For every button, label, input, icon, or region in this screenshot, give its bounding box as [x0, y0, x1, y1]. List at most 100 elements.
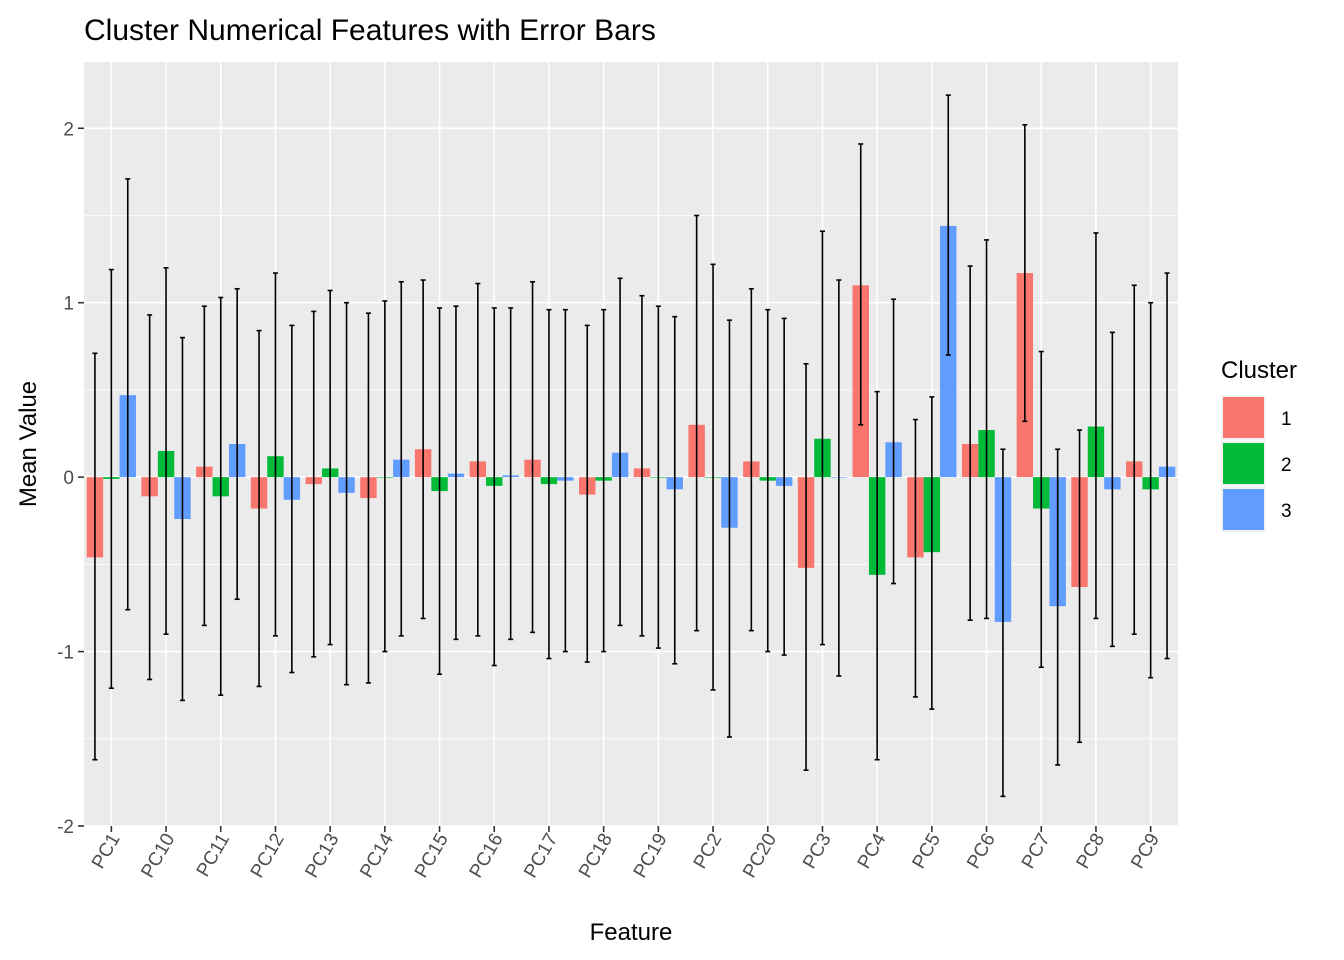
x-tick-label: PC9	[1127, 830, 1164, 873]
errorbar-PC15-cluster-2	[437, 307, 443, 676]
x-tick-label: PC1	[88, 830, 125, 873]
errorbar-PC4-cluster-1	[858, 143, 864, 426]
legend-item-3: 3	[1221, 487, 1292, 532]
errorbar-PC17-cluster-2	[546, 308, 552, 660]
x-tick-label: PC20	[739, 830, 781, 882]
errorbar-PC10-cluster-3	[179, 336, 185, 702]
y-axis-title: Mean Value	[15, 381, 42, 507]
errorbar-PC9-cluster-2	[1148, 301, 1154, 679]
legend-label: 1	[1281, 409, 1292, 430]
y-tick-label: 1	[63, 294, 74, 315]
errorbar-PC13-cluster-1	[311, 310, 317, 658]
legend-swatch	[1223, 443, 1264, 484]
errorbar-PC14-cluster-2	[382, 300, 388, 653]
x-tick-label: PC13	[302, 830, 344, 882]
errorbar-PC14-cluster-3	[398, 280, 404, 637]
y-axis: -2 -1 0 1 2	[57, 119, 84, 838]
legend-swatch	[1223, 489, 1264, 530]
x-axis-title: Feature	[590, 919, 673, 946]
errorbar-PC7-cluster-2	[1038, 350, 1044, 669]
errorbar-PC20-cluster-3	[781, 317, 787, 656]
errorbar-PC2-cluster-3	[726, 319, 732, 738]
legend-item-1: 1	[1221, 395, 1292, 440]
errorbar-PC11-cluster-1	[201, 305, 207, 627]
errorbar-PC1-cluster-1	[92, 352, 98, 761]
x-tick-label: PC12	[247, 830, 289, 882]
x-tick-label: PC17	[520, 830, 562, 882]
legend-title: Cluster	[1221, 357, 1297, 384]
errorbars-layer	[92, 94, 1170, 798]
x-tick-label: PC15	[411, 830, 453, 882]
errorbar-PC2-cluster-1	[694, 214, 700, 632]
errorbar-PC13-cluster-3	[344, 301, 350, 686]
errorbar-PC12-cluster-2	[272, 272, 278, 637]
errorbar-PC19-cluster-3	[672, 315, 678, 665]
x-tick-label: PC2	[690, 830, 727, 873]
plot-panel	[84, 62, 1178, 826]
errorbar-PC7-cluster-1	[1022, 123, 1028, 423]
errorbar-PC19-cluster-1	[639, 294, 645, 637]
legend: Cluster 1 2 3	[1221, 357, 1297, 532]
errorbar-PC10-cluster-2	[163, 267, 169, 635]
x-tick-label: PC4	[854, 830, 891, 873]
y-tick-label: -2	[57, 817, 74, 838]
errorbar-PC18-cluster-3	[617, 277, 623, 627]
x-axis: PC1 PC10 PC11 PC12 PC13 PC14 PC15 PC16 PC17 PC18 P…	[88, 826, 1164, 882]
x-tick-label: PC14	[356, 830, 398, 882]
errorbar-PC15-cluster-1	[420, 279, 426, 620]
errorbar-PC11-cluster-2	[218, 296, 224, 696]
errorbar-PC8-cluster-1	[1077, 429, 1083, 744]
x-tick-label: PC7	[1018, 830, 1055, 873]
errorbar-PC8-cluster-3	[1109, 331, 1115, 648]
legend-item-2: 2	[1221, 441, 1292, 486]
errorbar-PC10-cluster-1	[147, 314, 153, 681]
errorbar-PC3-cluster-2	[819, 230, 825, 646]
x-tick-label: PC16	[466, 830, 508, 882]
errorbar-PC18-cluster-2	[601, 308, 607, 653]
x-tick-label: PC8	[1073, 830, 1110, 873]
x-tick-label: PC10	[137, 830, 179, 882]
errorbar-PC20-cluster-1	[748, 287, 754, 632]
legend-label: 2	[1281, 455, 1292, 476]
errorbar-PC17-cluster-3	[562, 308, 568, 653]
errorbar-PC12-cluster-1	[256, 329, 262, 688]
errorbar-PC5-cluster-2	[929, 396, 935, 710]
y-tick-label: 0	[63, 468, 74, 489]
errorbar-PC7-cluster-3	[1055, 448, 1061, 766]
errorbar-PC2-cluster-2	[710, 263, 716, 691]
errorbar-PC20-cluster-2	[765, 308, 771, 653]
y-tick-label: 2	[63, 119, 74, 140]
x-tick-label: PC5	[909, 830, 946, 873]
legend-label: 3	[1281, 501, 1292, 522]
errorbar-PC3-cluster-1	[803, 362, 809, 771]
errorbar-PC16-cluster-2	[491, 307, 497, 667]
errorbar-PC12-cluster-3	[289, 324, 295, 674]
errorbar-PC15-cluster-3	[453, 305, 459, 641]
errorbar-PC16-cluster-3	[508, 307, 514, 641]
x-tick-label: PC3	[799, 830, 836, 873]
errorbar-PC13-cluster-2	[327, 289, 333, 646]
errorbar-PC1-cluster-3	[125, 178, 131, 611]
errorbar-PC19-cluster-2	[655, 305, 661, 649]
errorbar-PC16-cluster-1	[475, 282, 481, 637]
errorbar-PC6-cluster-3	[1000, 448, 1006, 798]
errorbar-PC14-cluster-1	[365, 312, 371, 684]
errorbar-PC9-cluster-1	[1131, 284, 1137, 635]
errorbar-PC5-cluster-3	[945, 94, 951, 356]
errorbar-PC4-cluster-2	[874, 390, 880, 761]
errorbar-PC5-cluster-1	[912, 418, 918, 698]
errorbar-PC6-cluster-2	[984, 239, 990, 620]
legend-swatch	[1223, 397, 1264, 438]
errorbar-PC9-cluster-3	[1164, 272, 1170, 660]
errorbar-PC18-cluster-1	[584, 324, 590, 663]
x-tick-label: PC11	[193, 830, 234, 880]
chart-title: Cluster Numerical Features with Error Ba…	[84, 14, 656, 47]
errorbar-PC11-cluster-3	[234, 287, 240, 601]
errorbar-PC4-cluster-3	[891, 298, 897, 585]
legend-items: 1 2 3	[1221, 395, 1292, 532]
x-tick-label: PC18	[575, 830, 617, 882]
x-tick-label: PC6	[963, 830, 1000, 873]
errorbar-PC3-cluster-3	[836, 279, 842, 677]
errorbar-PC8-cluster-2	[1093, 232, 1099, 620]
